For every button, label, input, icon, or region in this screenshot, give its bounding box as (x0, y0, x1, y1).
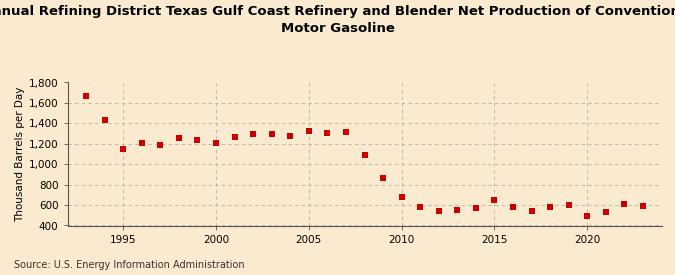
Text: Annual Refining District Texas Gulf Coast Refinery and Blender Net Production of: Annual Refining District Texas Gulf Coas… (0, 6, 675, 35)
Point (637, 204, 648, 208)
Point (582, 214, 593, 219)
Text: Source: U.S. Energy Information Administration: Source: U.S. Energy Information Administ… (14, 260, 244, 270)
Point (545, 204, 556, 209)
Point (248, 132, 259, 136)
Point (229, 134, 240, 139)
Point (601, 210, 612, 214)
Point (489, 198, 500, 203)
Point (285, 133, 296, 138)
Point (396, 195, 407, 199)
Point (378, 176, 389, 180)
Point (303, 128, 314, 133)
Point (452, 207, 463, 212)
Point (619, 202, 630, 206)
Point (81, 94, 92, 98)
Point (99, 118, 110, 122)
Point (470, 206, 481, 210)
Point (359, 152, 370, 157)
Point (563, 203, 574, 207)
Point (340, 130, 351, 134)
Point (266, 131, 277, 136)
Point (433, 208, 444, 213)
Point (322, 131, 333, 135)
Point (414, 205, 425, 209)
Point (136, 141, 147, 145)
Point (117, 147, 128, 152)
Point (508, 205, 518, 209)
Point (211, 141, 221, 145)
Point (155, 143, 166, 147)
Point (192, 138, 202, 142)
Point (173, 136, 184, 140)
Point (526, 208, 537, 213)
Y-axis label: Thousand Barrels per Day: Thousand Barrels per Day (15, 86, 25, 222)
